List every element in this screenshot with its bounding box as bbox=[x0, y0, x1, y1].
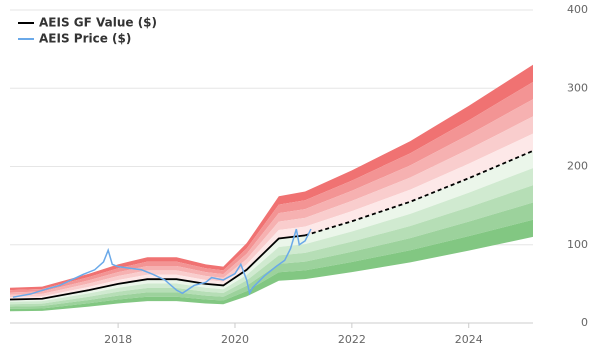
legend-label: AEIS Price ($) bbox=[39, 32, 131, 46]
x-tick-label: 2024 bbox=[455, 333, 483, 346]
gf-value-line bbox=[304, 150, 534, 237]
price-line bbox=[12, 228, 312, 298]
x-tick-label: 2022 bbox=[338, 333, 366, 346]
gf-value-line bbox=[9, 234, 306, 301]
y-tick-label: 400 bbox=[567, 3, 588, 16]
y-tick-label: 300 bbox=[567, 81, 588, 94]
y-tick-label: 0 bbox=[581, 316, 588, 329]
y-tick-label: 100 bbox=[567, 238, 588, 251]
x-tick-label: 2018 bbox=[104, 333, 132, 346]
x-tick-label: 2020 bbox=[221, 333, 249, 346]
legend-label: AEIS GF Value ($) bbox=[39, 16, 157, 30]
y-tick-label: 200 bbox=[567, 160, 588, 173]
